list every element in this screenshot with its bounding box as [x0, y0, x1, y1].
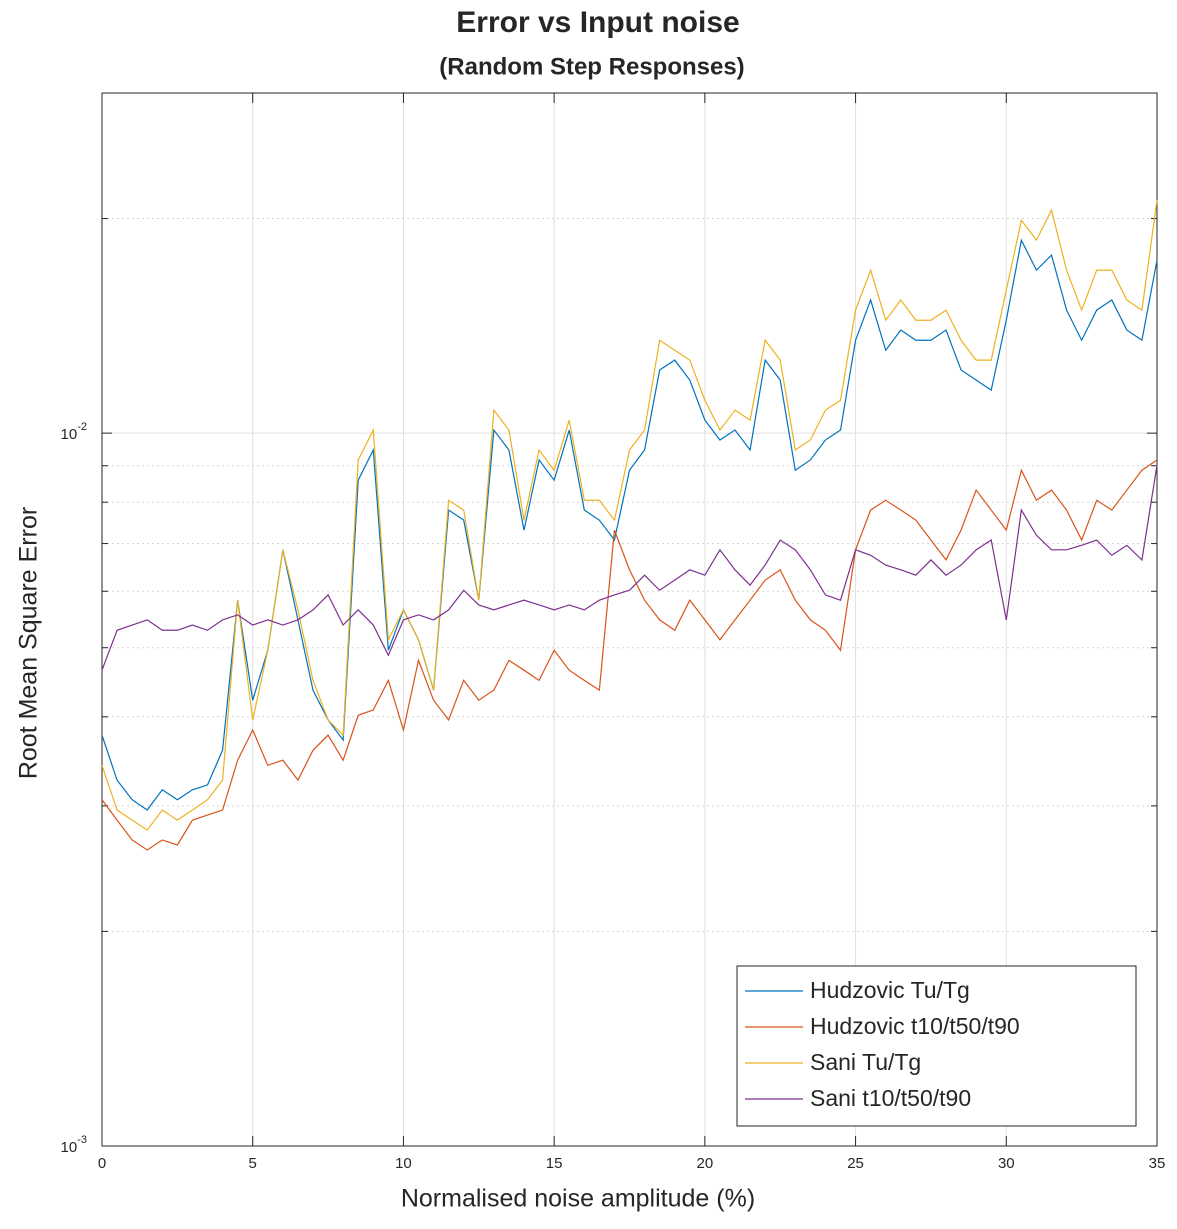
- x-tick-label: 0: [98, 1155, 106, 1172]
- plot-frame: [101, 92, 1158, 1147]
- x-tick-label: 35: [1149, 1155, 1166, 1172]
- y-axis-label: Root Mean Square Error: [15, 507, 43, 779]
- series-line: [101, 459, 1158, 851]
- x-tick-label: 30: [998, 1155, 1015, 1172]
- legend-label: Sani t10/t50/t90: [810, 1085, 971, 1111]
- chart-title: Error vs Input noise: [456, 6, 739, 39]
- x-axis-label: Normalised noise amplitude (%): [401, 1185, 755, 1213]
- x-tick-label: 25: [847, 1155, 864, 1172]
- x-tick-label: 5: [249, 1155, 257, 1172]
- legend-label: Sani Tu/Tg: [810, 1049, 921, 1075]
- legend-label: Hudzovic t10/t50/t90: [810, 1013, 1020, 1039]
- chart-subtitle: (Random Step Responses): [439, 53, 744, 80]
- series-line: [101, 199, 1158, 831]
- x-tick-label: 20: [697, 1155, 714, 1172]
- x-tick-label: 10: [395, 1155, 412, 1172]
- x-tick-label: 15: [546, 1155, 563, 1172]
- series-line: [101, 464, 1158, 671]
- legend-label: Hudzovic Tu/Tg: [810, 977, 970, 1003]
- legend-box: [736, 965, 1137, 1127]
- y-tick-label: 10-3: [61, 1134, 87, 1156]
- y-tick-label: 10-2: [61, 421, 87, 443]
